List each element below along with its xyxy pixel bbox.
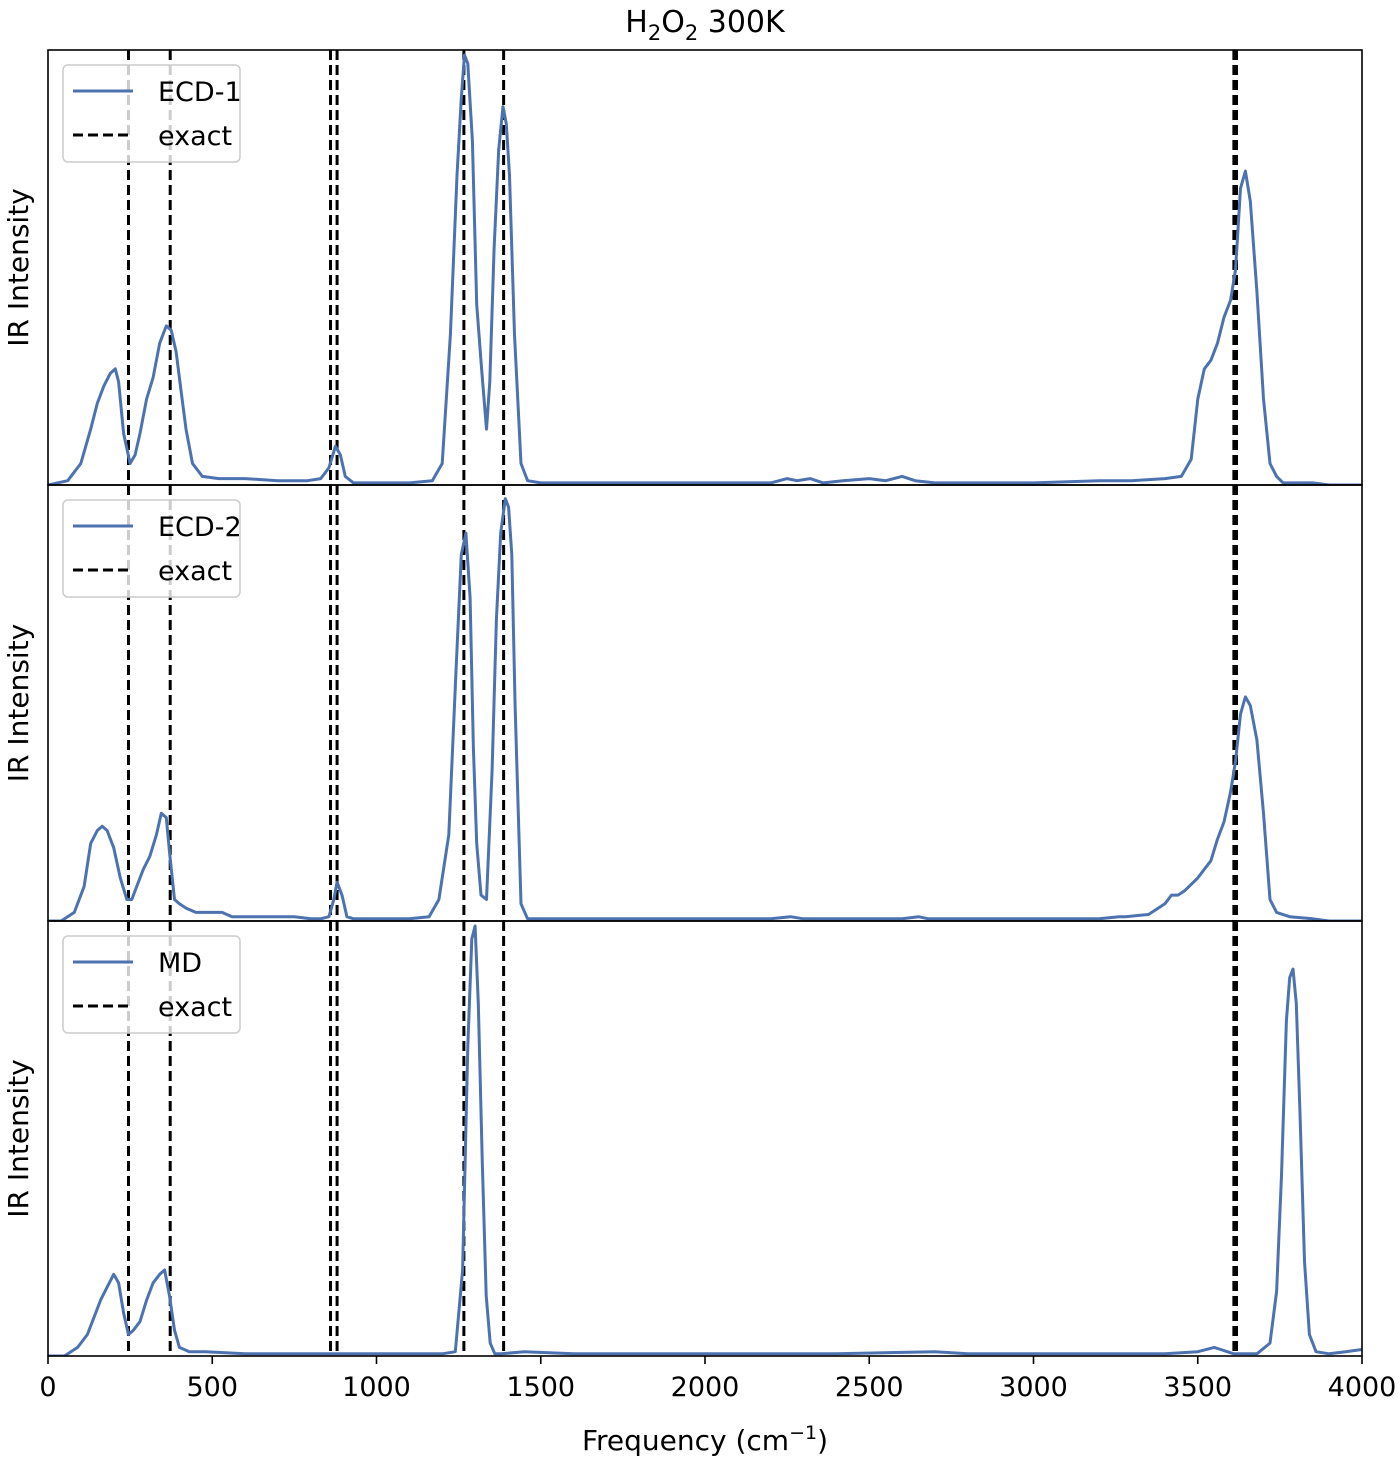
x-tick-label: 3000 [999, 1372, 1068, 1403]
y-axis-label: IR Intensity [2, 624, 35, 782]
panel-1: IR Intensity ECD-1 exact [2, 49, 1363, 486]
series-line-md [48, 924, 1362, 1356]
y-axis-label: IR Intensity [2, 1059, 35, 1217]
panel-frame [47, 484, 1363, 922]
legend-label-exact: exact [158, 121, 232, 152]
panel-frame [47, 49, 1363, 486]
x-tick-label: 500 [186, 1372, 238, 1403]
x-axis-label: Frequency (cm−1) [582, 1422, 828, 1457]
legend-box [62, 935, 241, 1034]
panel-frame [47, 920, 1363, 1357]
legend-label-series: MD [158, 948, 202, 979]
legend-label-exact: exact [158, 556, 232, 587]
x-axis: 0 500 1000 1500 2000 2500 3000 3500 4000 [39, 1356, 1396, 1403]
x-tick-label: 2500 [835, 1372, 904, 1403]
legend: MD exact [62, 935, 241, 1034]
x-tick-label: 3500 [1163, 1372, 1232, 1403]
legend-box [62, 64, 241, 163]
x-tick-label: 4000 [1328, 1372, 1397, 1403]
x-tick-label: 1000 [342, 1372, 411, 1403]
plot-area [48, 921, 1362, 1356]
panel-2: IR Intensity ECD-2 exact [2, 484, 1363, 922]
legend-label-exact: exact [158, 992, 232, 1023]
legend-box [62, 499, 241, 598]
legend: ECD-1 exact [62, 64, 242, 163]
plot-area [48, 50, 1362, 485]
legend: ECD-2 exact [62, 499, 242, 598]
panel-3: IR Intensity MD exact [2, 920, 1363, 1357]
chart-title: H2O2 300K [625, 5, 786, 45]
series-line-ecd-2 [48, 497, 1362, 921]
x-tick-label: 0 [39, 1372, 56, 1403]
panels-group: IR Intensity ECD-1 exact IR Intensity ECD-2 e… [2, 49, 1363, 1357]
series-line-ecd-1 [48, 53, 1362, 485]
x-tick-label: 2000 [671, 1372, 740, 1403]
legend-label-series: ECD-2 [158, 512, 242, 543]
x-tick-label: 1500 [506, 1372, 575, 1403]
plot-area [48, 485, 1362, 921]
legend-label-series: ECD-1 [158, 77, 242, 108]
y-axis-label: IR Intensity [2, 188, 35, 346]
